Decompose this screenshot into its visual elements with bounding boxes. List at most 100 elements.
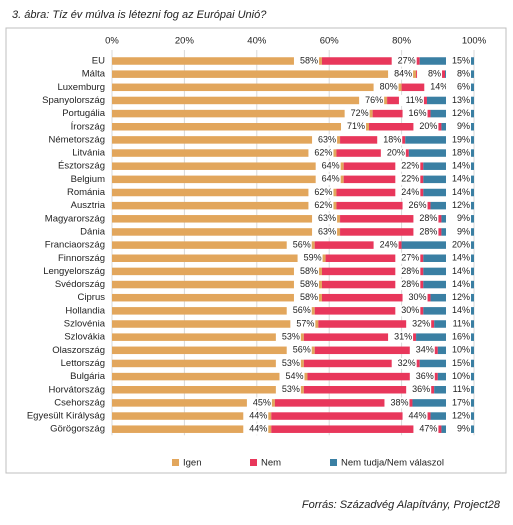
value-label: 28% <box>419 226 437 236</box>
category-label: Ausztria <box>71 200 106 211</box>
label-bg <box>395 265 421 277</box>
value-label: 30% <box>409 292 427 302</box>
label-bg <box>446 147 471 159</box>
value-label: 8% <box>457 69 470 79</box>
value-label: 63% <box>318 213 336 223</box>
label-bg <box>308 147 334 159</box>
value-label: 20% <box>387 147 405 157</box>
value-label: 76% <box>365 95 383 105</box>
category-label: Portugália <box>62 108 105 119</box>
label-bg <box>406 318 432 330</box>
category-label: Ciprus <box>78 292 106 303</box>
value-label: 14% <box>452 253 470 263</box>
value-label: 18% <box>383 134 401 144</box>
label-bg <box>446 305 471 317</box>
category-label: Szlovákia <box>64 332 105 343</box>
value-label: 12% <box>452 108 470 118</box>
value-label: 14% <box>452 187 470 197</box>
value-label: 14% <box>452 266 470 276</box>
label-bg <box>446 265 471 277</box>
bar-segment <box>340 215 442 223</box>
x-tick-label: 60% <box>320 36 340 47</box>
label-bg <box>243 410 269 422</box>
category-label: Dánia <box>80 226 106 237</box>
category-label: Magyarország <box>45 213 105 224</box>
label-bg <box>395 305 421 317</box>
bar-segment <box>112 399 275 407</box>
value-label: 14% <box>452 174 470 184</box>
bar-segment <box>112 293 322 302</box>
label-bg <box>388 68 414 80</box>
value-label: 14% <box>452 305 470 315</box>
value-label: 14% <box>452 161 470 171</box>
value-label: 57% <box>296 318 314 328</box>
category-label: EU <box>92 56 105 67</box>
label-bg <box>446 279 471 291</box>
label-bg <box>373 81 399 93</box>
chart-frame <box>5 27 507 474</box>
value-label: 15% <box>452 55 470 65</box>
category-label: Bulgária <box>70 371 106 382</box>
bar-segment <box>112 57 322 65</box>
category-label: Belgium <box>71 174 105 185</box>
label-bg <box>293 279 319 291</box>
label-bg <box>413 423 439 435</box>
label-bg <box>312 213 338 225</box>
label-bg <box>344 108 370 120</box>
bar-segment <box>112 109 373 118</box>
label-bg <box>395 160 421 172</box>
category-label: Csehország <box>54 397 105 408</box>
label-bg <box>446 226 471 238</box>
label-bg <box>402 292 428 304</box>
bar-segment <box>112 372 308 381</box>
value-label: 56% <box>293 305 311 315</box>
bar-segment <box>274 399 413 407</box>
label-bg <box>446 213 471 225</box>
value-label: 62% <box>314 147 332 157</box>
label-bg <box>413 226 439 238</box>
bar-segment <box>112 267 322 276</box>
value-label: 11% <box>453 318 470 328</box>
legend-label: Nem <box>261 458 281 469</box>
label-bg <box>398 94 424 106</box>
value-label: 9% <box>457 226 470 236</box>
value-label: 27% <box>398 55 416 65</box>
bar-segment <box>303 386 435 394</box>
label-bg <box>380 147 406 159</box>
bar-segment <box>314 241 402 249</box>
value-label: 15% <box>452 358 470 368</box>
label-bg <box>308 200 334 212</box>
label-bg <box>308 187 334 198</box>
value-label: 31% <box>394 332 412 342</box>
bar-segment <box>112 136 341 144</box>
value-label: 56% <box>293 239 311 249</box>
label-bg <box>446 252 471 264</box>
value-label: 28% <box>419 213 437 223</box>
bar-segment <box>271 412 431 420</box>
value-label: 45% <box>253 397 271 407</box>
label-bg <box>417 68 443 80</box>
label-bg <box>409 371 435 383</box>
value-label: 8% <box>428 69 441 79</box>
label-bg <box>377 134 403 146</box>
bar-segment <box>408 149 474 157</box>
value-label: 28% <box>401 266 419 276</box>
value-label: 12% <box>452 410 470 420</box>
value-label: 24% <box>401 187 419 197</box>
bar-segment <box>321 267 424 276</box>
label-bg <box>246 397 272 409</box>
value-label: 11% <box>453 384 470 394</box>
label-bg <box>315 173 341 185</box>
label-bg <box>243 423 269 435</box>
value-label: 59% <box>304 253 322 263</box>
bar-segment <box>112 175 344 184</box>
bar-segment <box>412 399 474 407</box>
category-label: Lettország <box>61 358 105 369</box>
label-bg <box>446 81 471 93</box>
bar-segment <box>325 254 424 262</box>
bar-segment <box>112 228 341 236</box>
value-label: 53% <box>282 332 300 342</box>
label-bg <box>446 200 471 212</box>
value-label: 84% <box>394 69 412 79</box>
